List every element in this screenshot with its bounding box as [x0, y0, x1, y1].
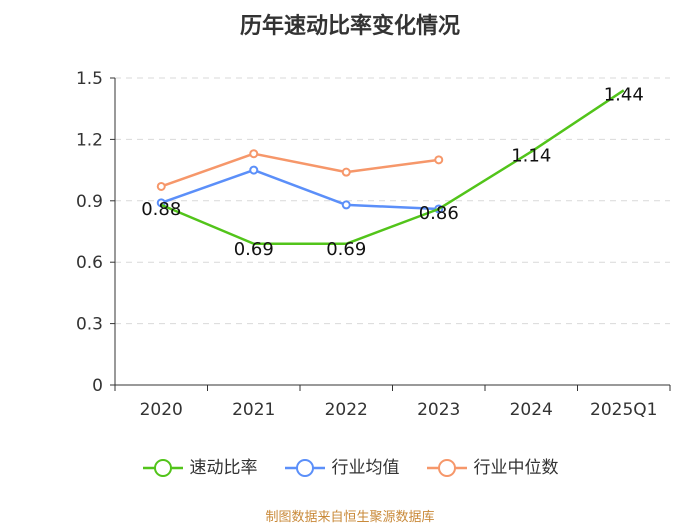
legend: 速动比率 行业均值 行业中位数	[0, 456, 700, 480]
data-label: 0.69	[234, 239, 274, 260]
legend-label: 速动比率	[189, 458, 258, 478]
legend-item-2[interactable]: 行业中位数	[426, 456, 559, 480]
y-tick-label: 0.9	[76, 192, 103, 212]
data-point	[341, 200, 351, 210]
x-tick-label: 2021	[232, 400, 275, 420]
grid-lines	[115, 77, 670, 325]
legend-swatch-icon	[426, 459, 467, 477]
x-tick-label: 2024	[510, 400, 553, 420]
series-line-0	[160, 89, 625, 246]
series-lines	[156, 89, 625, 246]
data-point	[249, 165, 259, 175]
data-point	[156, 181, 166, 191]
x-tick-label: 2020	[140, 400, 183, 420]
legend-swatch-icon	[142, 459, 183, 477]
legend-item-1[interactable]: 行业均值	[284, 456, 400, 480]
x-tick-label: 2022	[325, 400, 368, 420]
axes: 0 0.3 0.6 0.9 1.2 1.5 2020 2021 2022 2023 2024 2025…	[76, 69, 671, 420]
legend-item-0[interactable]: 速动比率	[142, 456, 258, 480]
data-point	[341, 167, 351, 177]
x-tick-label: 2023	[417, 400, 460, 420]
legend-label: 行业均值	[331, 458, 400, 478]
data-label: 0.88	[141, 199, 181, 220]
data-label: 1.14	[511, 146, 551, 167]
data-labels: 0.88 0.69 0.69 0.86 1.14 1.44	[141, 84, 644, 260]
data-point	[434, 155, 444, 165]
y-tick-label: 1.5	[76, 69, 103, 89]
source-note: 制图数据来自恒生聚源数据库	[265, 510, 435, 525]
x-tick-label: 2025Q1	[590, 400, 657, 420]
series-line-2	[160, 152, 439, 188]
legend-label: 行业中位数	[473, 458, 559, 478]
legend-swatch-icon	[284, 459, 325, 477]
data-label: 0.69	[326, 239, 366, 260]
chart-title: 历年速动比率变化情况	[239, 14, 460, 39]
y-tick-label: 0.6	[76, 253, 103, 273]
data-label: 0.86	[419, 203, 459, 224]
y-tick-label: 1.2	[76, 130, 103, 150]
data-point	[249, 149, 259, 159]
y-tick-label: 0	[92, 376, 103, 396]
y-tick-label: 0.3	[76, 315, 103, 335]
data-label: 1.44	[604, 84, 644, 105]
series-line-1	[160, 168, 439, 211]
